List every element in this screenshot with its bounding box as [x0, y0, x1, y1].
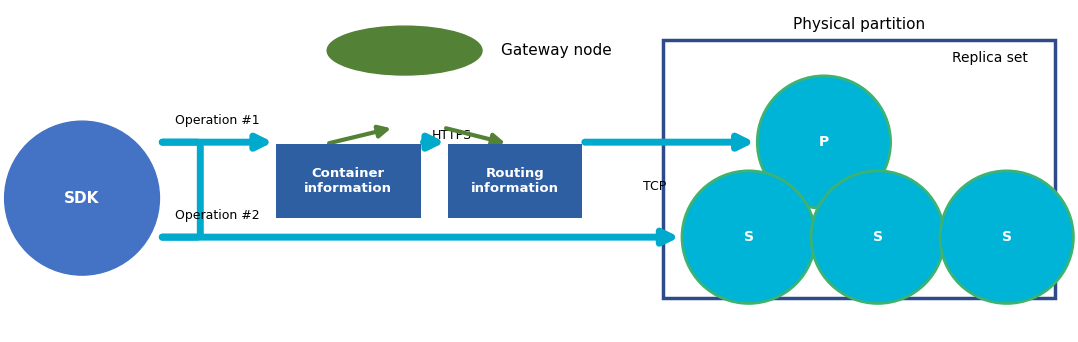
Ellipse shape — [811, 171, 944, 303]
Text: Physical partition: Physical partition — [792, 17, 925, 32]
Ellipse shape — [940, 171, 1074, 303]
Text: Replica set: Replica set — [952, 51, 1028, 65]
Circle shape — [328, 26, 482, 75]
FancyBboxPatch shape — [276, 144, 420, 219]
Text: Container
information: Container information — [304, 167, 392, 195]
Text: S: S — [1001, 230, 1012, 244]
Ellipse shape — [4, 121, 160, 275]
Text: Routing
information: Routing information — [471, 167, 558, 195]
Text: S: S — [873, 230, 883, 244]
Ellipse shape — [682, 171, 815, 303]
Text: HTTPS: HTTPS — [431, 129, 471, 142]
Ellipse shape — [757, 76, 890, 209]
Text: Operation #2: Operation #2 — [176, 209, 260, 222]
Text: SDK: SDK — [65, 190, 100, 206]
Text: TCP: TCP — [642, 180, 666, 193]
Text: P: P — [819, 135, 829, 149]
Text: S: S — [744, 230, 754, 244]
Text: Gateway node: Gateway node — [501, 43, 612, 58]
Text: Operation #1: Operation #1 — [176, 114, 260, 127]
FancyBboxPatch shape — [663, 40, 1055, 298]
FancyBboxPatch shape — [447, 144, 582, 219]
